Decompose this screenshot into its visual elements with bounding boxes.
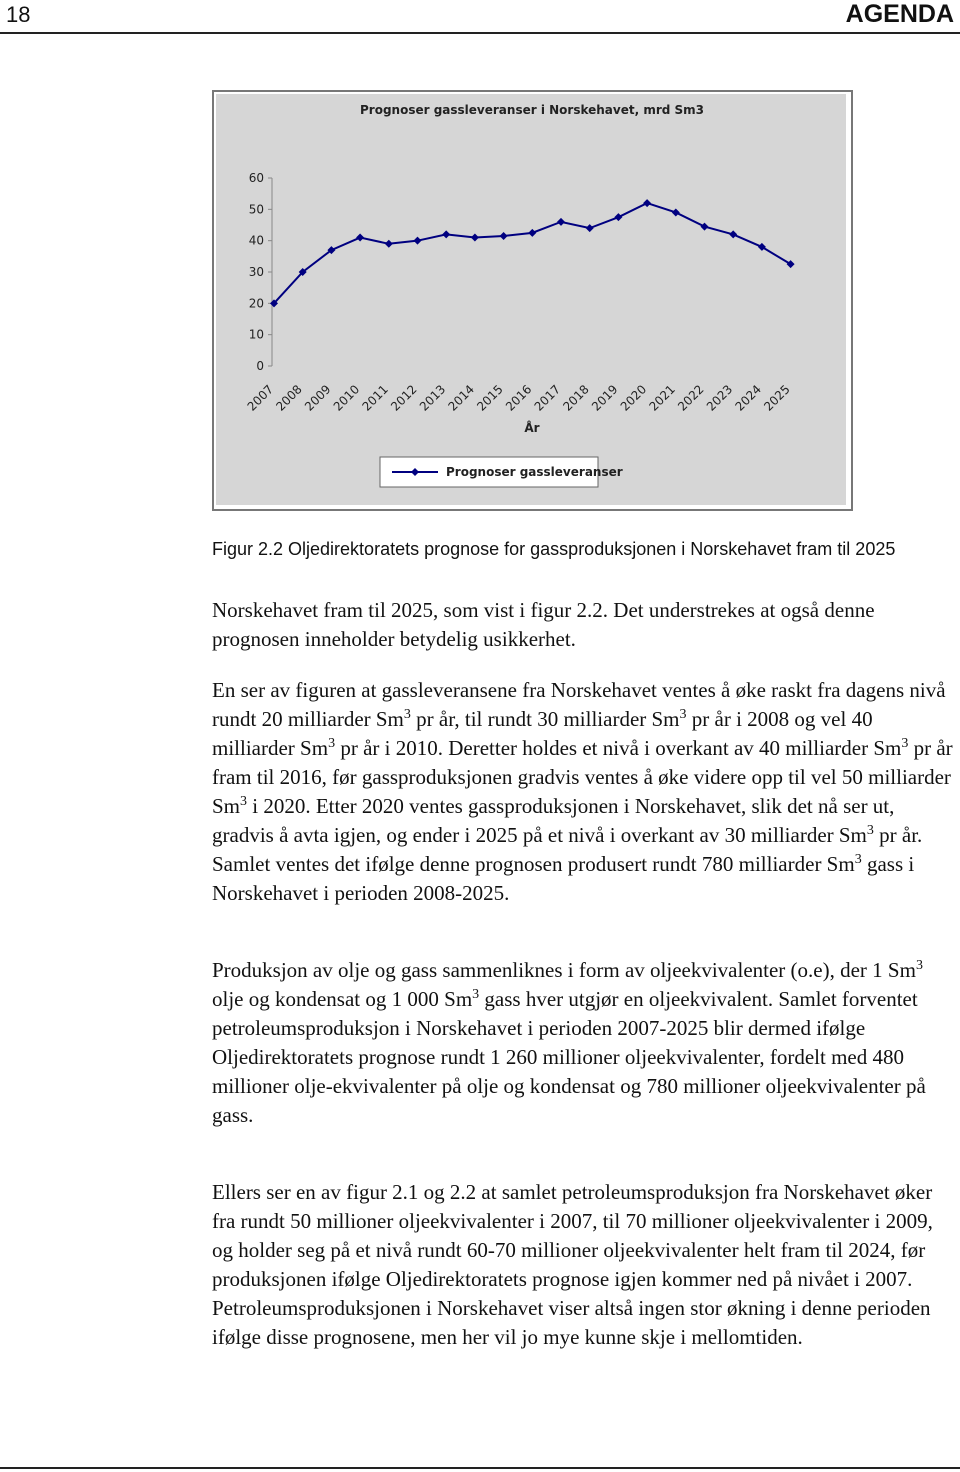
superscript: 3 — [901, 736, 909, 751]
text-run: Produksjon av olje og gass sammenliknes … — [212, 958, 916, 982]
text-run: pr år. Samlet ventes det ifølge denne pr… — [212, 823, 923, 876]
chart: Prognoser gassleveranser i Norskehavet, … — [212, 90, 853, 511]
text-run: olje og kondensat og 1 000 Sm — [212, 987, 473, 1011]
paragraph: Norskehavet fram til 2025, som vist i fi… — [212, 596, 954, 654]
series-marker — [614, 213, 623, 222]
y-tick-label: 10 — [249, 328, 264, 342]
series-marker — [327, 246, 336, 255]
superscript: 3 — [240, 794, 248, 809]
y-tick-label: 40 — [249, 234, 264, 248]
superscript: 3 — [472, 987, 480, 1002]
series-marker — [786, 260, 795, 269]
superscript: 3 — [915, 958, 923, 973]
series-marker — [671, 208, 680, 217]
brand: AGENDA — [845, 0, 954, 28]
text-run: Ellers ser en av figur 2.1 og 2.2 at sam… — [212, 1180, 933, 1349]
series-marker — [384, 239, 393, 248]
superscript: 3 — [679, 707, 687, 722]
superscript: 3 — [403, 707, 411, 722]
paragraph: En ser av figuren at gassleveransene fra… — [212, 676, 954, 908]
page-number: 18 — [6, 2, 31, 27]
y-tick-label: 20 — [249, 296, 264, 310]
text-run: pr år, til rundt 30 milliarder Sm — [410, 707, 680, 731]
header-rule — [0, 32, 960, 34]
series-marker — [298, 268, 307, 276]
series-marker — [757, 242, 766, 251]
text-run: i 2020. Etter 2020 ventes gassproduksjon… — [212, 794, 895, 847]
legend-label: Prognoser gassleveranser — [446, 465, 623, 479]
superscript: 3 — [866, 823, 874, 838]
y-tick-label: 60 — [249, 171, 264, 185]
text-run: pr år i 2010. Deretter holdes et nivå i … — [335, 736, 902, 760]
chart-area — [216, 94, 846, 505]
series-marker — [270, 299, 278, 308]
series-marker — [528, 228, 537, 237]
y-tick-label: 50 — [249, 202, 264, 216]
series-marker — [470, 233, 479, 242]
paragraph: Ellers ser en av figur 2.1 og 2.2 at sam… — [212, 1178, 954, 1352]
series-marker — [643, 199, 652, 208]
series-marker — [442, 230, 451, 239]
figure-caption: Figur 2.2 Oljedirektoratets prognose for… — [212, 539, 896, 559]
paragraph: Produksjon av olje og gass sammenliknes … — [212, 956, 954, 1130]
superscript: 3 — [854, 852, 862, 867]
y-tick-label: 0 — [256, 359, 264, 373]
legend-marker — [411, 468, 419, 476]
series-marker — [700, 222, 709, 231]
y-tick-label: 30 — [249, 265, 264, 279]
chart-title: Prognoser gassleveranser i Norskehavet, … — [360, 103, 704, 117]
text-run: gass i Norskehavet i perioden 2008-2025. — [212, 852, 915, 905]
text-run: pr år i 2008 og vel 40 milliarder Sm — [212, 707, 873, 760]
series-marker — [413, 236, 422, 245]
series-marker — [729, 230, 738, 239]
series-marker — [356, 233, 365, 242]
footer-rule — [0, 1467, 960, 1469]
text-run: Norskehavet fram til 2025, som vist i fi… — [212, 598, 875, 651]
text-run: gass hver utgjør en oljeekvivalent. Saml… — [212, 987, 926, 1127]
series-marker — [499, 231, 508, 240]
series-marker — [585, 224, 594, 233]
text-run: En ser av figuren at gassleveransene fra… — [212, 678, 946, 731]
series-marker — [557, 217, 565, 226]
x-axis-label: År — [524, 420, 539, 435]
superscript: 3 — [328, 736, 336, 751]
text-run: pr år fram til 2016, før gassproduksjone… — [212, 736, 953, 818]
